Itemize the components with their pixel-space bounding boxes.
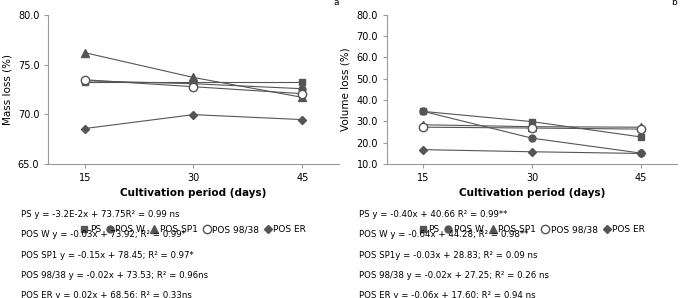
Text: b: b xyxy=(672,0,677,7)
X-axis label: Cultivation period (days): Cultivation period (days) xyxy=(459,188,605,198)
Text: POS 98/38 y = -0.02x + 27.25; R² = 0.26 ns: POS 98/38 y = -0.02x + 27.25; R² = 0.26 … xyxy=(359,271,549,280)
Text: POS W y = -0.03x + 73.92; R² = 0.99*: POS W y = -0.03x + 73.92; R² = 0.99* xyxy=(21,230,186,239)
Text: POS SP1 y = -0.15x + 78.45; R² = 0.97*: POS SP1 y = -0.15x + 78.45; R² = 0.97* xyxy=(21,251,193,260)
Legend: PS, POS W, POS SP1, POS 98/38, POS ER: PS, POS W, POS SP1, POS 98/38, POS ER xyxy=(419,225,645,234)
Legend: PS, POS W, POS SP1, POS 98/38, POS ER: PS, POS W, POS SP1, POS 98/38, POS ER xyxy=(81,225,306,234)
Text: PS y = -3.2E-2x + 73.75R² = 0.99 ns: PS y = -3.2E-2x + 73.75R² = 0.99 ns xyxy=(21,210,179,219)
Text: POS ER y = -0.06x + 17.60; R² = 0.94 ns: POS ER y = -0.06x + 17.60; R² = 0.94 ns xyxy=(359,291,536,298)
X-axis label: Cultivation period (days): Cultivation period (days) xyxy=(120,188,267,198)
Y-axis label: Mass loss (%): Mass loss (%) xyxy=(2,54,12,125)
Text: POS 98/38 y = -0.02x + 73.53; R² = 0.96ns: POS 98/38 y = -0.02x + 73.53; R² = 0.96n… xyxy=(21,271,208,280)
Text: POS SP1y = -0.03x + 28.83; R² = 0.09 ns: POS SP1y = -0.03x + 28.83; R² = 0.09 ns xyxy=(359,251,538,260)
Text: PS y = -0.40x + 40.66 R² = 0.99**: PS y = -0.40x + 40.66 R² = 0.99** xyxy=(359,210,508,219)
Text: POS W y = -0.64x + 44.28; R² = 0.98**: POS W y = -0.64x + 44.28; R² = 0.98** xyxy=(359,230,529,239)
Text: a: a xyxy=(333,0,339,7)
Text: POS ER y = 0.02x + 68.56; R² = 0.33ns: POS ER y = 0.02x + 68.56; R² = 0.33ns xyxy=(21,291,191,298)
Y-axis label: Volume loss (%): Volume loss (%) xyxy=(341,48,351,131)
